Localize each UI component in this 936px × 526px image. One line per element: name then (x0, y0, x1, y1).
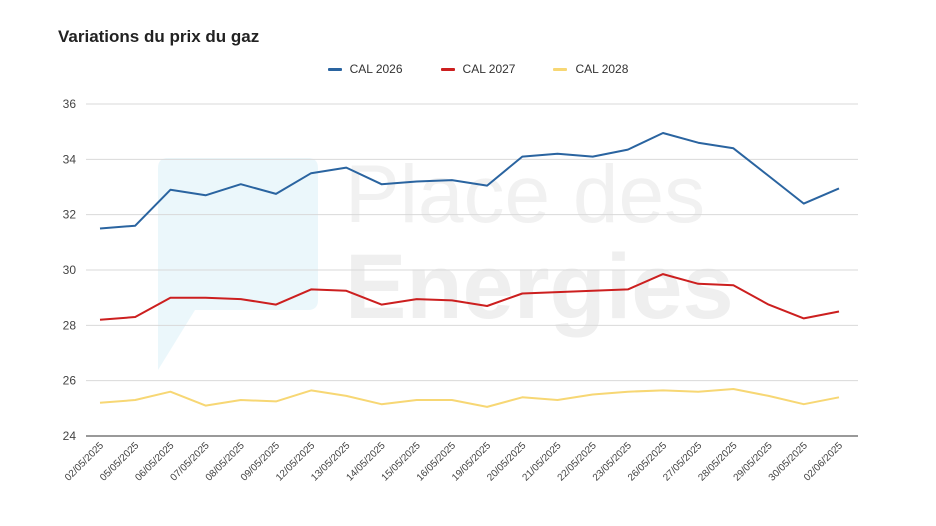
legend-swatch-cal-2026 (327, 67, 342, 71)
legend-swatch-cal-2028 (553, 67, 568, 71)
x-axis: 02/05/202505/05/202506/05/202507/05/2025… (63, 440, 845, 483)
y-tick-label: 34 (63, 152, 77, 166)
y-tick-label: 30 (63, 263, 77, 277)
legend-swatch-cal-2027 (440, 67, 455, 71)
chart-title: Variations du prix du gaz (58, 27, 260, 46)
watermark-line-2: Energies (345, 236, 734, 338)
y-tick-label: 36 (63, 97, 77, 111)
grid (86, 103, 858, 437)
legend-item-cal-2026[interactable]: CAL 2026 (327, 62, 403, 76)
legend-item-cal-2028[interactable]: CAL 2028 (553, 62, 628, 76)
y-tick-label: 24 (63, 429, 77, 443)
watermark-line-1: Place des (345, 149, 705, 240)
legend: CAL 2026 CAL 2027 CAL 2028 (0, 62, 936, 76)
series-line-cal-2028[interactable] (99, 388, 840, 408)
series-line-cal-2026[interactable] (99, 132, 840, 230)
series-line-cal-2027[interactable] (99, 273, 840, 321)
legend-label-cal-2028: CAL 2028 (575, 62, 629, 76)
y-axis: 36 34 32 30 28 26 24 (63, 97, 77, 443)
watermark-bubble-icon (158, 158, 318, 370)
x-tick-label: 02/06/2025 (802, 440, 845, 483)
watermark-logo: Place des Energies (158, 149, 734, 370)
series-lines (99, 132, 840, 408)
legend-item-cal-2027[interactable]: CAL 2027 (440, 62, 516, 76)
legend-label-cal-2027: CAL 2027 (462, 62, 516, 76)
y-tick-label: 32 (63, 208, 77, 222)
y-tick-label: 26 (63, 374, 77, 388)
y-tick-label: 28 (63, 318, 77, 332)
legend-label-cal-2026: CAL 2026 (349, 62, 403, 76)
